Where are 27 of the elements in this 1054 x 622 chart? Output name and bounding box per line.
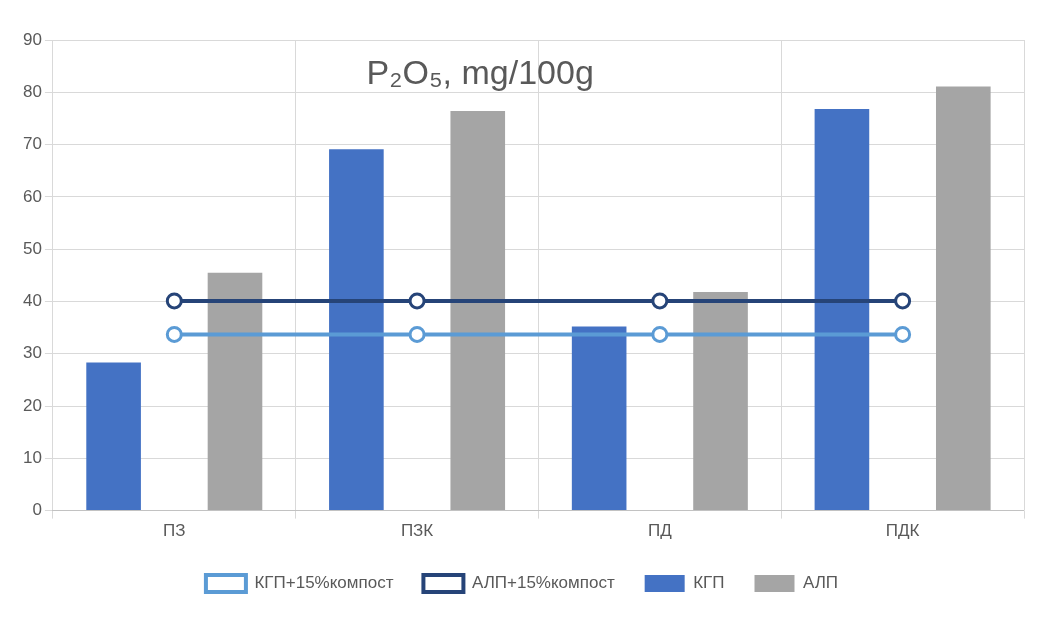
bar — [207, 272, 263, 511]
bar — [450, 111, 506, 511]
x-tick-label: ПДК — [885, 521, 920, 541]
y-tick-label: 90 — [22, 29, 42, 49]
legend-label: КГП — [693, 573, 725, 593]
x-tick-label: ПЗК — [400, 521, 434, 541]
y-tick-label: 50 — [22, 238, 42, 258]
y-tick-label: 20 — [22, 395, 42, 415]
bar — [936, 86, 991, 511]
bar — [693, 292, 748, 511]
y-tick-label: 10 — [22, 448, 42, 467]
y-tick-label: 70 — [22, 134, 42, 154]
x-tick-label: ПД — [647, 521, 673, 541]
y-tick-label: 0 — [32, 500, 42, 520]
bar — [86, 362, 141, 511]
y-tick-label: 80 — [22, 81, 42, 101]
y-tick-label: 30 — [22, 343, 42, 363]
bar — [571, 326, 627, 511]
y-tick-label: 40 — [22, 291, 42, 311]
bar — [814, 109, 870, 511]
y-tick-label: 60 — [22, 186, 42, 206]
legend-label: КГП+15%компост — [254, 573, 394, 593]
legend-label: АЛП — [803, 573, 839, 593]
x-tick-label: ПЗ — [163, 521, 186, 541]
bar — [329, 149, 384, 511]
legend-label: АЛП+15%компост — [471, 573, 615, 593]
chart-title: P₂O₅, mg/100g — [366, 53, 594, 92]
